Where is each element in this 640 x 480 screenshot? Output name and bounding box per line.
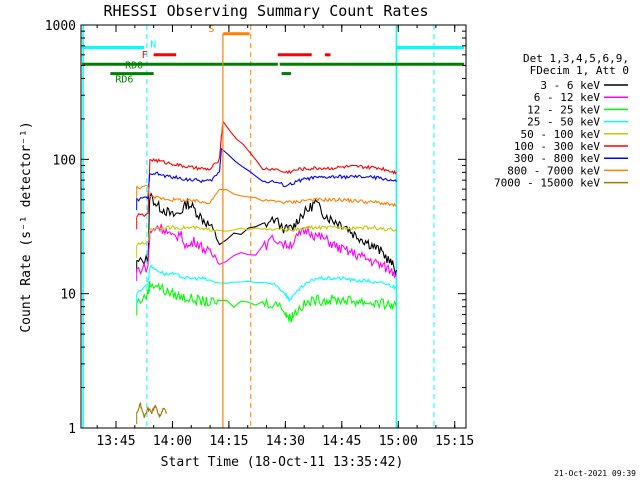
y-tick-label-1: 10 [60,288,76,303]
series-line-4-0 [136,224,397,247]
legend-label-8: 7000 - 15000 keV [494,177,600,190]
axes: 13:45 14:00 14:15 14:30 14:45 15:00 15:15 1 10 10… [45,19,475,449]
legend-label-1: 6 - 12 keV [534,91,601,104]
legend-header-1: FDecim 1, Att 0 [530,64,629,77]
series-line-0-0 [136,192,397,276]
series-line-3-0 [136,264,397,303]
flag-label-rd6: RD6 [115,75,133,86]
series-line-2-0 [136,281,397,324]
flag-label-s: S [208,24,214,35]
y-axis-label: Count Rate (s⁻¹ detector⁻¹) [19,121,34,332]
footer-timestamp: 21-Oct-2021 09:39 [554,469,636,478]
flag-label-f: F [142,50,148,61]
legend-label-3: 25 - 50 keV [527,116,600,129]
x-tick-label-2: 14:15 [209,434,248,449]
y-tick-label-3: 1000 [45,19,76,34]
legend-label-4: 50 - 100 keV [521,128,601,141]
series-line-8-0 [136,402,168,419]
x-axis-label: Start Time (18-Oct-11 13:35:42) [161,455,404,470]
x-tick-label-5: 15:00 [379,434,418,449]
series-line-5-0 [136,120,397,218]
flag-label-rd0: RD0 [125,60,143,71]
x-tick-label-4: 14:45 [322,434,361,449]
series-line-6-0 [136,147,397,202]
flag-label-n: N [150,39,156,50]
legend-header-0: Det 1,3,4,5,6,9, [523,52,629,65]
y-tick-label-0: 1 [68,422,76,437]
x-tick-label-3: 14:30 [266,434,305,449]
legend-label-5: 100 - 300 keV [514,140,600,153]
series-line-1-0 [136,223,397,279]
x-tick-label-6: 15:15 [435,434,474,449]
y-tick-label-2: 100 [53,153,76,168]
series-line-7-0 [136,184,397,208]
legend: Det 1,3,4,5,6,9,FDecim 1, Att 0 3 - 6 keV… [494,52,629,190]
chart-title: RHESSI Observing Summary Count Rates [103,2,428,20]
x-tick-label-0: 13:45 [96,434,135,449]
legend-label-2: 12 - 25 keV [527,103,600,116]
legend-label-6: 300 - 800 keV [514,152,600,165]
x-tick-label-1: 14:00 [153,434,192,449]
plot-frame [80,24,467,429]
legend-label-0: 3 - 6 keV [540,79,600,92]
legend-label-7: 800 - 7000 keV [507,164,600,177]
